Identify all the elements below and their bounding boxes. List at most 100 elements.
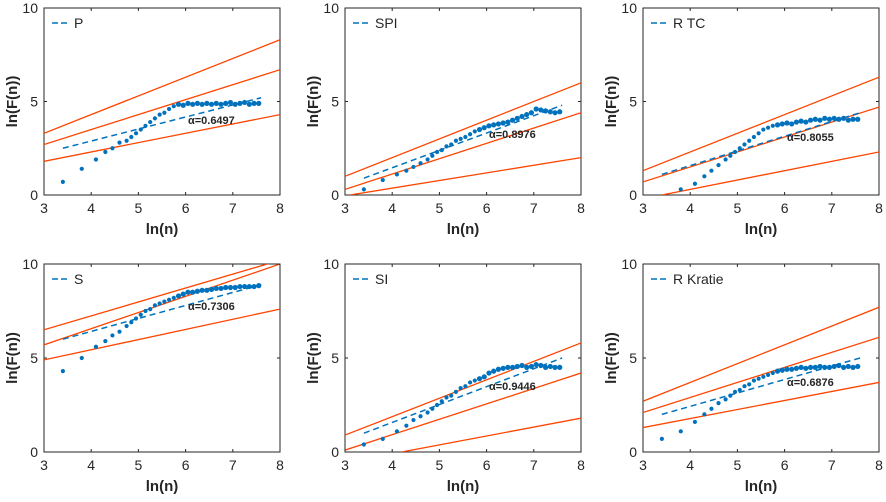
- data-point: [124, 323, 129, 329]
- x-tick-label: 3: [639, 200, 647, 216]
- y-axis-title: ln(F(n)): [603, 332, 620, 384]
- data-point: [180, 102, 186, 108]
- data-point: [702, 174, 707, 179]
- x-tick-label: 4: [87, 200, 95, 216]
- plot-area: [44, 264, 280, 374]
- data-point: [509, 117, 516, 123]
- chart-panel-5: 3 4 5 6 7 8 0 5 10 ln(n) ln(F(n)) R Kratie α=0.6876: [603, 256, 883, 495]
- data-point: [418, 414, 423, 419]
- data-point: [742, 142, 747, 147]
- x-axis-title: ln(n): [447, 478, 479, 495]
- data-point: [723, 157, 728, 162]
- data-point: [850, 116, 856, 122]
- data-point: [256, 100, 262, 106]
- data-point: [148, 307, 153, 312]
- data-point: [251, 283, 257, 290]
- data-point: [774, 122, 781, 128]
- data-point: [817, 363, 823, 370]
- data-point: [425, 157, 430, 162]
- alpha-annotation: α=0.8976: [489, 129, 536, 141]
- y-tick-label: 0: [629, 187, 637, 203]
- plot-area: [643, 306, 879, 441]
- data-point: [803, 365, 809, 371]
- data-point: [467, 380, 473, 385]
- data-point: [817, 117, 823, 123]
- data-point: [678, 429, 683, 434]
- data-point: [728, 153, 733, 158]
- y-axis-title: ln(F(n)): [305, 332, 322, 384]
- data-point: [742, 384, 747, 389]
- x-tick-label: 3: [40, 457, 48, 473]
- data-point: [463, 134, 468, 140]
- chart-panel-4: 3 4 5 6 7 8 0 5 10 ln(n) ln(F(n)) SI α=0.9446: [305, 256, 585, 495]
- bound-line-1: [643, 336, 879, 414]
- y-tick-label: 10: [621, 256, 637, 272]
- data-point: [129, 134, 134, 140]
- y-tick-label: 5: [629, 94, 637, 110]
- data-point: [850, 364, 856, 370]
- data-point: [747, 138, 752, 143]
- data-point: [79, 166, 84, 171]
- data-point: [411, 417, 416, 423]
- y-axis-title: ln(F(n)): [4, 76, 21, 128]
- data-point: [533, 361, 539, 368]
- data-point: [204, 100, 210, 106]
- bound-line-0: [44, 264, 270, 331]
- data-point: [723, 397, 728, 402]
- data-point: [761, 374, 766, 379]
- legend-label: S: [74, 271, 83, 287]
- data-point: [538, 362, 544, 369]
- x-tick-label: 6: [182, 457, 190, 473]
- data-point: [841, 115, 847, 121]
- y-axis-title: ln(F(n)): [305, 76, 322, 128]
- data-point: [728, 393, 733, 398]
- data-point: [547, 363, 553, 370]
- x-axis-title: ln(n): [745, 478, 777, 495]
- data-point: [789, 366, 795, 372]
- data-point: [166, 297, 172, 302]
- data-point: [162, 299, 167, 304]
- data-point: [519, 113, 525, 120]
- data-point: [380, 436, 385, 441]
- x-axis-title: ln(n): [146, 478, 178, 495]
- data-point: [110, 333, 115, 338]
- y-tick-label: 5: [30, 94, 38, 110]
- data-point: [242, 283, 248, 290]
- y-tick-label: 10: [22, 0, 38, 16]
- data-point: [237, 283, 243, 290]
- data-point: [444, 144, 449, 149]
- bound-line-0: [44, 39, 280, 134]
- data-point: [538, 107, 544, 113]
- data-point: [789, 121, 795, 127]
- data-point: [411, 164, 416, 170]
- data-point: [213, 285, 219, 292]
- data-point: [803, 119, 809, 125]
- x-tick-label: 5: [436, 457, 444, 473]
- bound-line-2: [349, 156, 581, 195]
- axes-box: [642, 263, 880, 453]
- data-point: [133, 316, 139, 321]
- data-point: [476, 126, 483, 133]
- bound-line-0: [643, 306, 879, 402]
- y-tick-label: 10: [323, 0, 339, 16]
- data-point: [190, 101, 196, 107]
- data-point: [430, 153, 435, 158]
- y-tick-label: 10: [22, 256, 38, 272]
- y-tick-label: 10: [621, 0, 637, 16]
- y-tick-label: 5: [629, 350, 637, 366]
- data-point: [418, 161, 423, 166]
- data-point: [779, 367, 785, 373]
- data-point: [476, 376, 483, 382]
- data-point: [444, 395, 449, 400]
- x-tick-label: 3: [40, 200, 48, 216]
- axes-box: [344, 7, 582, 196]
- x-axis-title: ln(n): [447, 221, 479, 238]
- data-point: [472, 378, 477, 383]
- data-point: [171, 295, 176, 300]
- data-point: [434, 149, 440, 155]
- data-point: [117, 329, 122, 334]
- data-point: [152, 116, 158, 121]
- data-point: [467, 132, 473, 137]
- data-point: [793, 119, 800, 125]
- data-point: [434, 402, 440, 408]
